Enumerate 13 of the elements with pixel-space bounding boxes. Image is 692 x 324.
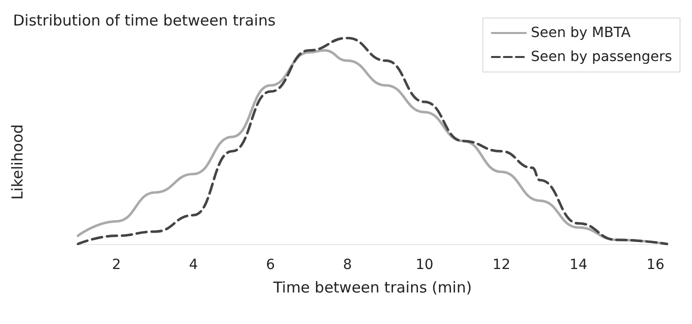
x-tick-label: 2 — [112, 257, 121, 273]
chart-title: Distribution of time between trains — [13, 12, 276, 30]
x-tick-label: 16 — [646, 257, 664, 273]
x-tick-label: 4 — [189, 257, 198, 273]
x-tick-label: 6 — [266, 257, 276, 273]
x-tick-label: 10 — [416, 257, 434, 273]
x-axis-title: Time between trains (min) — [272, 278, 472, 296]
legend-label: Seen by MBTA — [530, 25, 632, 41]
x-tick-label: 12 — [492, 257, 510, 273]
x-tick-label: 8 — [343, 257, 352, 273]
y-axis-title: Likelihood — [8, 124, 26, 200]
legend-label: Seen by passengers — [530, 49, 672, 65]
x-tick-label: 14 — [570, 257, 588, 273]
